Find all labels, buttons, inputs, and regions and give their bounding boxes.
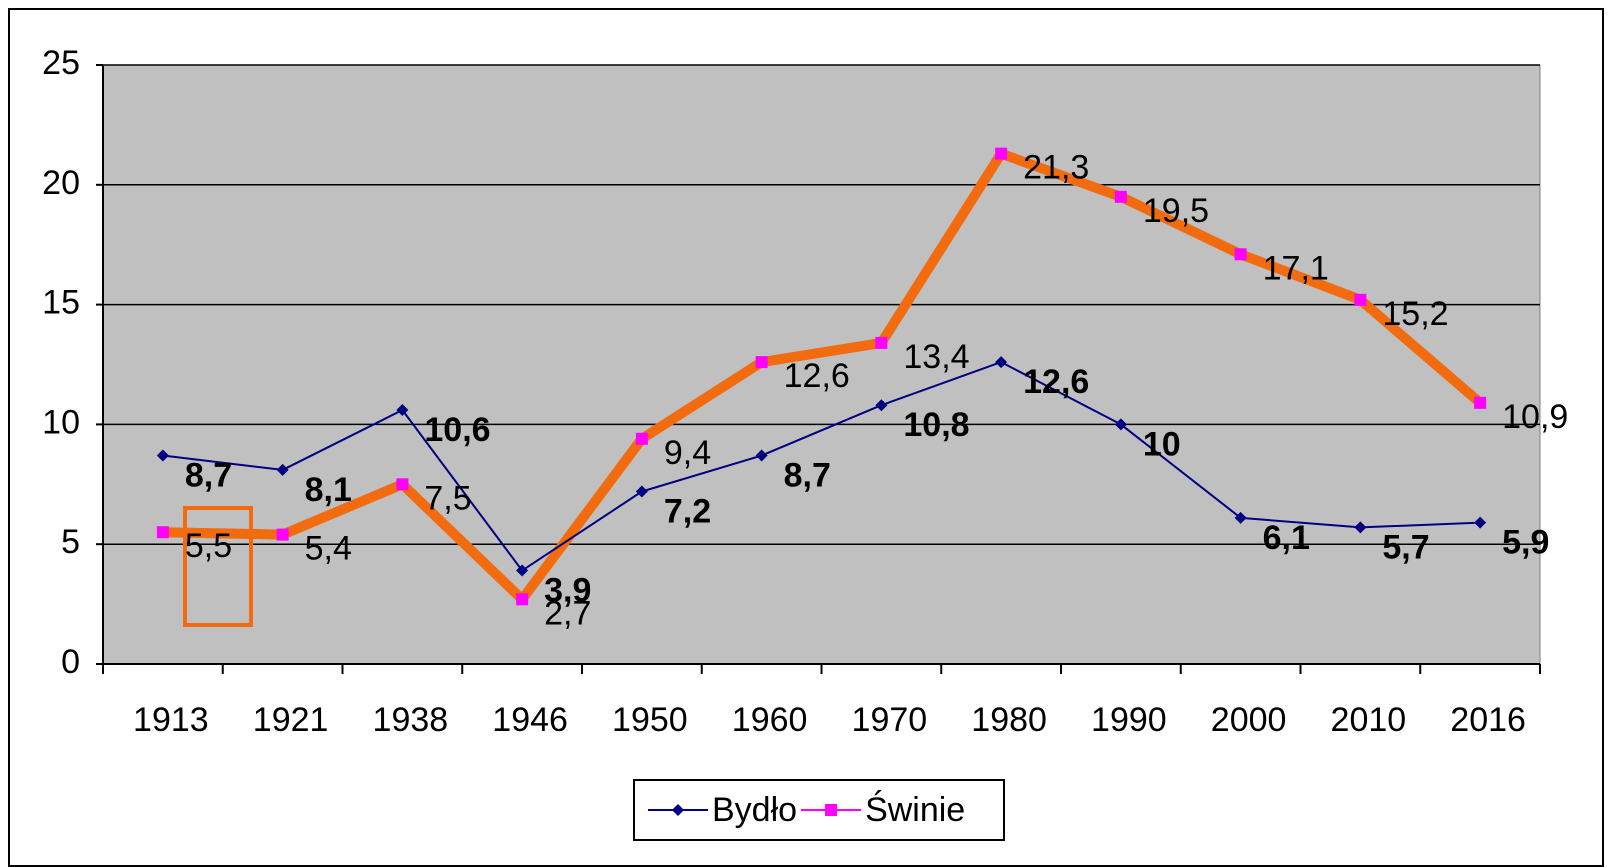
value-label: 21,3	[1023, 149, 1089, 187]
value-label: 19,5	[1143, 192, 1209, 230]
marker	[1354, 293, 1367, 306]
marker	[396, 478, 409, 491]
marker	[156, 526, 169, 539]
marker	[1234, 248, 1247, 261]
marker	[635, 485, 648, 498]
series-line	[162, 148, 1484, 605]
marker	[396, 404, 409, 417]
x-tick-label: 2016	[1450, 701, 1526, 739]
value-label: 9,4	[664, 434, 711, 472]
x-tick-label: 1990	[1091, 701, 1167, 739]
marker	[995, 147, 1008, 160]
legend-marker	[825, 804, 838, 816]
value-label: 8,7	[185, 457, 232, 495]
x-tick-label: 1946	[492, 701, 568, 739]
x-tick-label: 1950	[612, 701, 688, 739]
value-label: 3,9	[544, 572, 591, 610]
legend: Bydło Świnie	[648, 790, 965, 829]
marker	[755, 449, 768, 462]
x-tick-label: 1913	[133, 701, 209, 739]
marker	[276, 528, 289, 541]
marker	[755, 356, 768, 369]
x-tick-label: 1960	[732, 701, 808, 739]
x-tick-label: 2000	[1211, 701, 1287, 739]
marker	[1114, 418, 1127, 431]
value-label: 8,7	[784, 457, 831, 495]
value-label: 7,2	[664, 492, 711, 530]
legend-label: Świnie	[865, 790, 965, 829]
value-label: 10,8	[903, 406, 969, 444]
marker	[635, 432, 648, 445]
value-label: 6,1	[1263, 519, 1310, 557]
grid	[96, 64, 1541, 674]
marker	[1474, 396, 1487, 409]
x-tick-label: 2010	[1331, 701, 1407, 739]
marker	[875, 399, 888, 412]
value-label: 8,1	[305, 471, 352, 509]
value-label: 13,4	[903, 338, 969, 376]
value-label: 5,9	[1502, 524, 1549, 562]
value-label: 10,6	[424, 411, 490, 449]
value-label: 12,6	[1023, 363, 1089, 401]
value-label: 5,5	[185, 527, 232, 565]
y-tick-label: 25	[42, 44, 80, 82]
marker	[1354, 521, 1367, 534]
highlight-box	[183, 506, 253, 627]
lines	[156, 147, 1487, 606]
x-tick-label: 1938	[373, 701, 449, 739]
x-tick-label: 1970	[852, 701, 928, 739]
plot-area	[102, 64, 1541, 665]
y-tick-label: 5	[61, 523, 80, 561]
marker	[1234, 511, 1247, 524]
labels: 0 5 10 15 20 25 1913 1921 1938 1946 1950 1960 1970 19…	[42, 44, 1568, 739]
y-tick-label: 10	[42, 403, 80, 441]
marker	[875, 336, 888, 349]
value-label: 17,1	[1263, 249, 1329, 287]
y-tick-label: 0	[61, 643, 80, 681]
x-tick-label: 1980	[971, 701, 1047, 739]
value-label: 5,7	[1382, 528, 1429, 566]
value-label: 10,9	[1502, 398, 1568, 436]
value-label: 15,2	[1382, 295, 1448, 333]
y-tick-label: 20	[42, 164, 80, 202]
value-label: 10	[1143, 425, 1181, 463]
marker	[516, 593, 529, 606]
series-line	[162, 361, 1481, 572]
y-tick-label: 15	[42, 284, 80, 322]
value-label: 7,5	[424, 479, 471, 517]
value-label: 2,7	[544, 594, 591, 632]
marker	[276, 463, 289, 476]
marker	[156, 449, 169, 462]
marker	[516, 564, 529, 577]
value-label: 5,4	[305, 530, 352, 568]
marker	[995, 356, 1008, 369]
marker	[1114, 190, 1127, 203]
legend-marker	[672, 804, 684, 816]
legend-label: Bydło	[712, 791, 797, 829]
x-tick-label: 1921	[253, 701, 329, 739]
value-label: 12,6	[784, 357, 850, 395]
marker	[1474, 516, 1487, 529]
